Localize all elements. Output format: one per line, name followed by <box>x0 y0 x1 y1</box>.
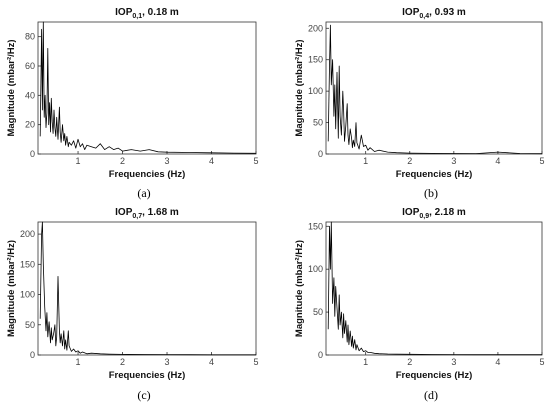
y-tick-label: 50 <box>313 307 323 317</box>
spectrum-line <box>327 24 543 155</box>
y-axis-label: Magnitude (mbar²/Hz) <box>6 39 17 136</box>
chart-title-main: IOP <box>115 207 133 218</box>
x-tick-label: 4 <box>495 156 500 166</box>
x-tick-label: 4 <box>209 357 214 367</box>
y-tick-label: 200 <box>308 23 323 33</box>
y-tick-label: 20 <box>25 120 35 130</box>
spectrum-line <box>327 221 542 356</box>
x-tick-label: 1 <box>76 156 81 166</box>
y-tick-label: 60 <box>25 61 35 71</box>
chart-title: IOP0,4, 0.93 m <box>402 7 466 20</box>
y-tick-label: 0 <box>318 149 323 159</box>
x-tick-label: 2 <box>407 357 412 367</box>
x-tick-label: 3 <box>451 357 456 367</box>
x-tick-label: 4 <box>495 357 500 367</box>
x-axis-label: Frequencies (Hz) <box>109 370 186 381</box>
x-axis-label: Frequencies (Hz) <box>396 169 473 180</box>
plot-area <box>37 21 257 155</box>
panel-caption: (d) <box>424 388 438 402</box>
chart-title: IOP0,9, 2.18 m <box>402 207 466 220</box>
chart-title: IOP0,7, 1.68 m <box>115 207 179 220</box>
plot-area <box>37 221 257 356</box>
y-tick-label: 80 <box>25 32 35 42</box>
chart-panel-b: IOP0,4, 0.93 m1 2 3 4 5050100150200Frequenci… <box>294 7 545 200</box>
x-tick-label: 2 <box>120 156 125 166</box>
chart-title-rest: , 0.18 m <box>142 7 179 18</box>
panel-caption: (c) <box>137 388 150 402</box>
chart-title-subscript: 0,4 <box>419 13 429 20</box>
x-tick-label: 5 <box>539 156 544 166</box>
x-tick-label: 5 <box>539 357 544 367</box>
y-tick-label: 150 <box>308 55 323 65</box>
x-tick-label: 5 <box>253 156 258 166</box>
spectrum-line <box>39 21 257 154</box>
y-tick-label: 40 <box>25 90 35 100</box>
x-tick-label: 1 <box>363 156 368 166</box>
x-tick-label: 4 <box>209 156 214 166</box>
x-tick-label: 5 <box>253 357 258 367</box>
y-tick-label: 100 <box>308 86 323 96</box>
y-tick-label: 50 <box>313 118 323 128</box>
chart-title-subscript: 0,1 <box>132 13 142 20</box>
y-axis-label: Magnitude (mbar²/Hz) <box>6 240 17 337</box>
x-tick-label: 3 <box>165 357 170 367</box>
chart-title-subscript: 0,7 <box>132 213 142 220</box>
plot-area <box>325 21 543 155</box>
y-tick-label: 0 <box>30 149 35 159</box>
x-tick-label: 2 <box>407 156 412 166</box>
chart-title-rest: , 0.93 m <box>429 7 466 18</box>
chart-title-rest: , 1.68 m <box>142 207 179 218</box>
x-tick-label: 1 <box>76 357 81 367</box>
chart-title-rest: , 2.18 m <box>429 207 466 218</box>
panel-caption: (a) <box>137 186 150 200</box>
x-tick-label: 1 <box>363 357 368 367</box>
panel-caption: (b) <box>424 186 438 200</box>
x-tick-label: 2 <box>120 357 125 367</box>
chart-panel-a: IOP0,1, 0.18 m 1 2 3 4 5 0 20 40 60 80 Frequencies … <box>6 7 259 200</box>
y-tick-label: 100 <box>20 290 35 300</box>
y-tick-label: 150 <box>20 259 35 269</box>
chart-title: IOP0,1, 0.18 m <box>115 7 179 20</box>
x-tick-label: 3 <box>451 156 456 166</box>
y-axis-label: Magnitude (mbar²/Hz) <box>294 39 305 136</box>
chart-title-main: IOP <box>402 207 420 218</box>
y-tick-label: 100 <box>308 264 323 274</box>
y-tick-label: 150 <box>308 221 323 231</box>
y-tick-label: 50 <box>25 320 35 330</box>
x-axis-label: Frequencies (Hz) <box>396 370 473 381</box>
chart-panel-d: IOP0,9, 2.18 m1 2 3 4 5050100150Frequencies … <box>294 207 545 402</box>
chart-title-subscript: 0,9 <box>419 213 429 220</box>
y-axis-label: Magnitude (mbar²/Hz) <box>294 240 305 337</box>
y-tick-label: 0 <box>318 350 323 360</box>
chart-title-main: IOP <box>115 7 133 18</box>
x-axis-label: Frequencies (Hz) <box>109 169 186 180</box>
y-tick-label: 200 <box>20 229 35 239</box>
x-tick-label: 3 <box>165 156 170 166</box>
chart-title-main: IOP <box>402 7 420 18</box>
spectrum-line <box>39 221 256 356</box>
chart-panel-c: IOP0,7, 1.68 m1 2 3 4 5050100150200Frequenci… <box>6 207 259 402</box>
plot-area <box>325 221 543 356</box>
y-tick-label: 0 <box>30 350 35 360</box>
